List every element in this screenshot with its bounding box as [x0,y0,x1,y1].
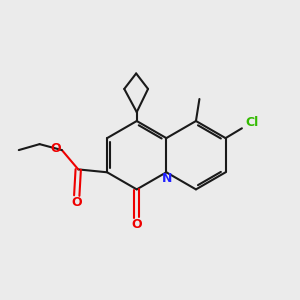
Text: O: O [131,218,142,231]
Text: O: O [50,142,61,155]
Text: O: O [71,196,82,208]
Text: Cl: Cl [246,116,259,129]
Text: N: N [162,172,172,185]
